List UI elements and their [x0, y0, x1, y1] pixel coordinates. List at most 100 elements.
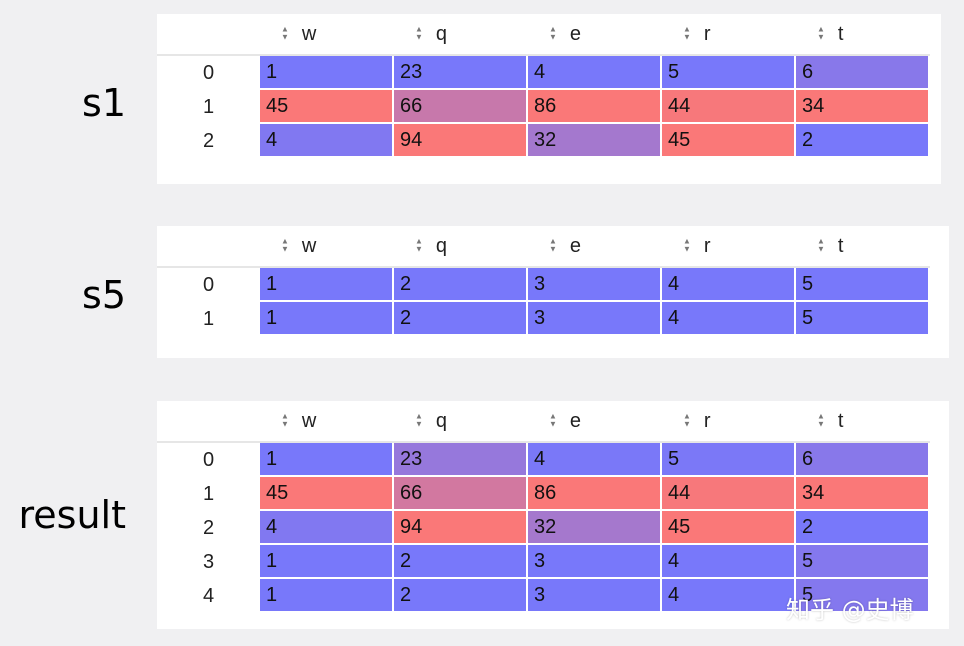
table-cell: 2: [394, 545, 528, 579]
sort-icon[interactable]: ▲ ▼: [548, 412, 557, 429]
column-header-label: w: [301, 235, 317, 257]
table-cell: 4: [662, 545, 796, 579]
column-header-label: t: [837, 235, 844, 257]
table-cell: 66: [394, 477, 528, 511]
column-header-e[interactable]: ▲ ▼ e: [528, 401, 662, 443]
column-header-r[interactable]: ▲ ▼ r: [662, 226, 796, 268]
table-cell: 23: [394, 443, 528, 477]
table-cell: 5: [662, 56, 796, 90]
table-cell: 3: [528, 579, 662, 613]
table-cell: 86: [528, 477, 662, 511]
table-cell: 6: [796, 443, 930, 477]
column-header-label: w: [301, 410, 317, 432]
table-cell: 1: [260, 56, 394, 90]
table-cell: 45: [260, 477, 394, 511]
table-cell: 94: [394, 124, 528, 158]
table-cell: 2: [394, 302, 528, 336]
table-cell: 4: [260, 124, 394, 158]
column-header-label: e: [569, 23, 582, 45]
table-cell: 44: [662, 477, 796, 511]
table-cell: 5: [796, 579, 930, 613]
column-header-label: t: [837, 23, 844, 45]
table-cell: 5: [796, 302, 930, 336]
row-index: 4: [202, 585, 215, 607]
column-header-q[interactable]: ▲ ▼ q: [394, 226, 528, 268]
column-header-label: e: [569, 410, 582, 432]
row-index: 0: [202, 62, 215, 84]
sort-icon[interactable]: ▲ ▼: [682, 412, 691, 429]
column-header-label: q: [435, 235, 448, 257]
column-header-t[interactable]: ▲ ▼ t: [796, 14, 930, 56]
table-cell: 34: [796, 477, 930, 511]
column-header-w[interactable]: ▲ ▼ w: [260, 14, 394, 56]
dataframe-table-s5: ▲ ▼ w ▲ ▼ q ▲ ▼ e ▲ ▼ r ▲ ▼ t 0 1 2 3 4 5 1 1 2 3 4 5: [157, 226, 949, 358]
column-header-r[interactable]: ▲ ▼ r: [662, 401, 796, 443]
sort-icon[interactable]: ▲ ▼: [548, 25, 557, 42]
sort-icon[interactable]: ▲ ▼: [816, 237, 825, 254]
table-cell: 4: [662, 268, 796, 302]
sort-icon[interactable]: ▲ ▼: [280, 412, 289, 429]
table-cell: 66: [394, 90, 528, 124]
column-header-label: r: [703, 410, 711, 432]
table-cell: 4: [662, 579, 796, 613]
sort-icon[interactable]: ▲ ▼: [816, 25, 825, 42]
table-cell: 1: [260, 443, 394, 477]
row-index: 0: [202, 449, 215, 471]
dataframe-panel-s1: ▲ ▼ w ▲ ▼ q ▲ ▼ e ▲ ▼ r ▲ ▼ t 0 1 23 4 5 6 1 45 66 86 44 34 2 4 94 32 4…: [157, 14, 941, 184]
sort-icon[interactable]: ▲ ▼: [414, 25, 423, 42]
table-cell: 3: [528, 545, 662, 579]
table-cell: 44: [662, 90, 796, 124]
sort-icon[interactable]: ▲ ▼: [682, 237, 691, 254]
dataframe-table-s1: ▲ ▼ w ▲ ▼ q ▲ ▼ e ▲ ▼ r ▲ ▼ t 0 1 23 4 5 6 1 45 66 86 44 34 2 4 94 32 4…: [157, 14, 941, 184]
sort-icon[interactable]: ▲ ▼: [414, 237, 423, 254]
row-index: 1: [202, 308, 215, 330]
table-cell: 45: [260, 90, 394, 124]
column-header-q[interactable]: ▲ ▼ q: [394, 14, 528, 56]
table-cell: 5: [796, 268, 930, 302]
column-header-t[interactable]: ▲ ▼ t: [796, 401, 930, 443]
column-header-label: q: [435, 410, 448, 432]
table-cell: 23: [394, 56, 528, 90]
table-cell: 1: [260, 545, 394, 579]
table-label-s1: s1: [82, 81, 126, 125]
table-label-result: result: [18, 493, 126, 537]
sort-icon[interactable]: ▲ ▼: [816, 412, 825, 429]
sort-icon[interactable]: ▲ ▼: [548, 237, 557, 254]
table-cell: 94: [394, 511, 528, 545]
table-cell: 6: [796, 56, 930, 90]
column-header-r[interactable]: ▲ ▼ r: [662, 14, 796, 56]
table-cell: 2: [394, 268, 528, 302]
column-header-q[interactable]: ▲ ▼ q: [394, 401, 528, 443]
sort-icon[interactable]: ▲ ▼: [682, 25, 691, 42]
column-header-e[interactable]: ▲ ▼ e: [528, 226, 662, 268]
table-cell: 4: [662, 302, 796, 336]
header-index-corner: [157, 226, 260, 268]
table-label-s5: s5: [82, 273, 126, 317]
column-header-label: q: [435, 23, 448, 45]
table-cell: 45: [662, 511, 796, 545]
row-index: 3: [202, 551, 215, 573]
column-header-w[interactable]: ▲ ▼ w: [260, 226, 394, 268]
table-cell: 1: [260, 268, 394, 302]
table-cell: 32: [528, 511, 662, 545]
column-header-t[interactable]: ▲ ▼ t: [796, 226, 930, 268]
table-cell: 32: [528, 124, 662, 158]
row-index: 0: [202, 274, 215, 296]
sort-icon[interactable]: ▲ ▼: [414, 412, 423, 429]
sort-icon[interactable]: ▲ ▼: [280, 237, 289, 254]
column-header-e[interactable]: ▲ ▼ e: [528, 14, 662, 56]
row-index: 2: [202, 517, 215, 539]
row-index: 1: [202, 96, 215, 118]
table-cell: 34: [796, 90, 930, 124]
dataframe-panel-s5: ▲ ▼ w ▲ ▼ q ▲ ▼ e ▲ ▼ r ▲ ▼ t 0 1 2 3 4 5 1 1 2 3 4 5: [157, 226, 949, 358]
sort-icon[interactable]: ▲ ▼: [280, 25, 289, 42]
row-index: 1: [202, 483, 215, 505]
column-header-w[interactable]: ▲ ▼ w: [260, 401, 394, 443]
table-cell: 4: [528, 443, 662, 477]
table-cell: 2: [394, 579, 528, 613]
column-header-label: t: [837, 410, 844, 432]
column-header-label: w: [301, 23, 317, 45]
dataframe-panel-result: ▲ ▼ w ▲ ▼ q ▲ ▼ e ▲ ▼ r ▲ ▼ t 0 1 23 4 5 6 1 45 66 86 44 34 2 4 94 32 4…: [157, 401, 949, 629]
table-cell: 2: [796, 511, 930, 545]
column-header-label: r: [703, 23, 711, 45]
